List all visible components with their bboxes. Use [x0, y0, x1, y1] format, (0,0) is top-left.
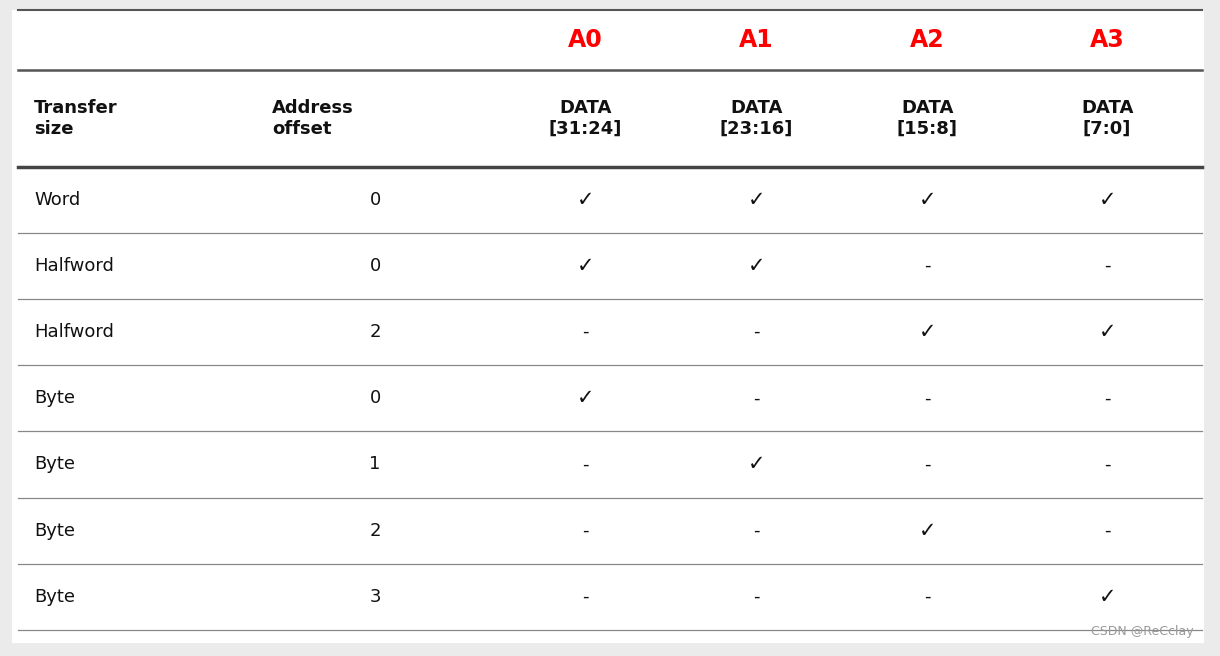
Text: ✓: ✓	[1098, 190, 1116, 210]
Text: -: -	[924, 257, 931, 275]
Text: -: -	[753, 522, 760, 540]
Text: -: -	[1104, 522, 1110, 540]
Text: -: -	[753, 389, 760, 407]
Text: 0: 0	[370, 191, 381, 209]
Text: -: -	[924, 588, 931, 605]
Text: 1: 1	[370, 455, 381, 474]
Text: Transfer
size: Transfer size	[34, 99, 118, 138]
Text: -: -	[1104, 455, 1110, 474]
Text: ✓: ✓	[748, 190, 765, 210]
Text: ✓: ✓	[748, 256, 765, 276]
Text: 0: 0	[370, 257, 381, 275]
FancyBboxPatch shape	[12, 10, 1204, 643]
Text: DATA
[23:16]: DATA [23:16]	[720, 99, 793, 138]
Text: ✓: ✓	[1098, 322, 1116, 342]
Text: Word: Word	[34, 191, 81, 209]
Text: A0: A0	[569, 28, 603, 52]
Text: Halfword: Halfword	[34, 323, 113, 341]
Text: ✓: ✓	[748, 455, 765, 474]
Text: DATA
[31:24]: DATA [31:24]	[549, 99, 622, 138]
Text: Byte: Byte	[34, 522, 76, 540]
Text: -: -	[753, 588, 760, 605]
Text: -: -	[1104, 257, 1110, 275]
Text: ✓: ✓	[577, 190, 594, 210]
Text: Address
offset: Address offset	[272, 99, 354, 138]
Text: -: -	[924, 455, 931, 474]
Text: ✓: ✓	[919, 190, 936, 210]
Text: -: -	[582, 588, 589, 605]
Text: A1: A1	[739, 28, 773, 52]
Text: ✓: ✓	[1098, 586, 1116, 607]
Text: DATA
[15:8]: DATA [15:8]	[897, 99, 958, 138]
Text: DATA
[7:0]: DATA [7:0]	[1081, 99, 1133, 138]
Text: -: -	[924, 389, 931, 407]
Text: CSDN @ReCclay: CSDN @ReCclay	[1091, 625, 1193, 638]
Text: 2: 2	[370, 522, 381, 540]
Text: -: -	[1104, 389, 1110, 407]
Text: Byte: Byte	[34, 588, 76, 605]
Text: -: -	[582, 522, 589, 540]
Text: Byte: Byte	[34, 455, 76, 474]
Text: 2: 2	[370, 323, 381, 341]
Text: Byte: Byte	[34, 389, 76, 407]
Text: -: -	[582, 323, 589, 341]
Text: -: -	[582, 455, 589, 474]
Text: ✓: ✓	[577, 388, 594, 408]
Text: A3: A3	[1089, 28, 1125, 52]
Text: -: -	[753, 323, 760, 341]
Text: A2: A2	[910, 28, 944, 52]
Text: 3: 3	[370, 588, 381, 605]
Text: ✓: ✓	[919, 322, 936, 342]
Text: Halfword: Halfword	[34, 257, 113, 275]
Text: ✓: ✓	[919, 521, 936, 541]
Text: 0: 0	[370, 389, 381, 407]
Text: ✓: ✓	[577, 256, 594, 276]
